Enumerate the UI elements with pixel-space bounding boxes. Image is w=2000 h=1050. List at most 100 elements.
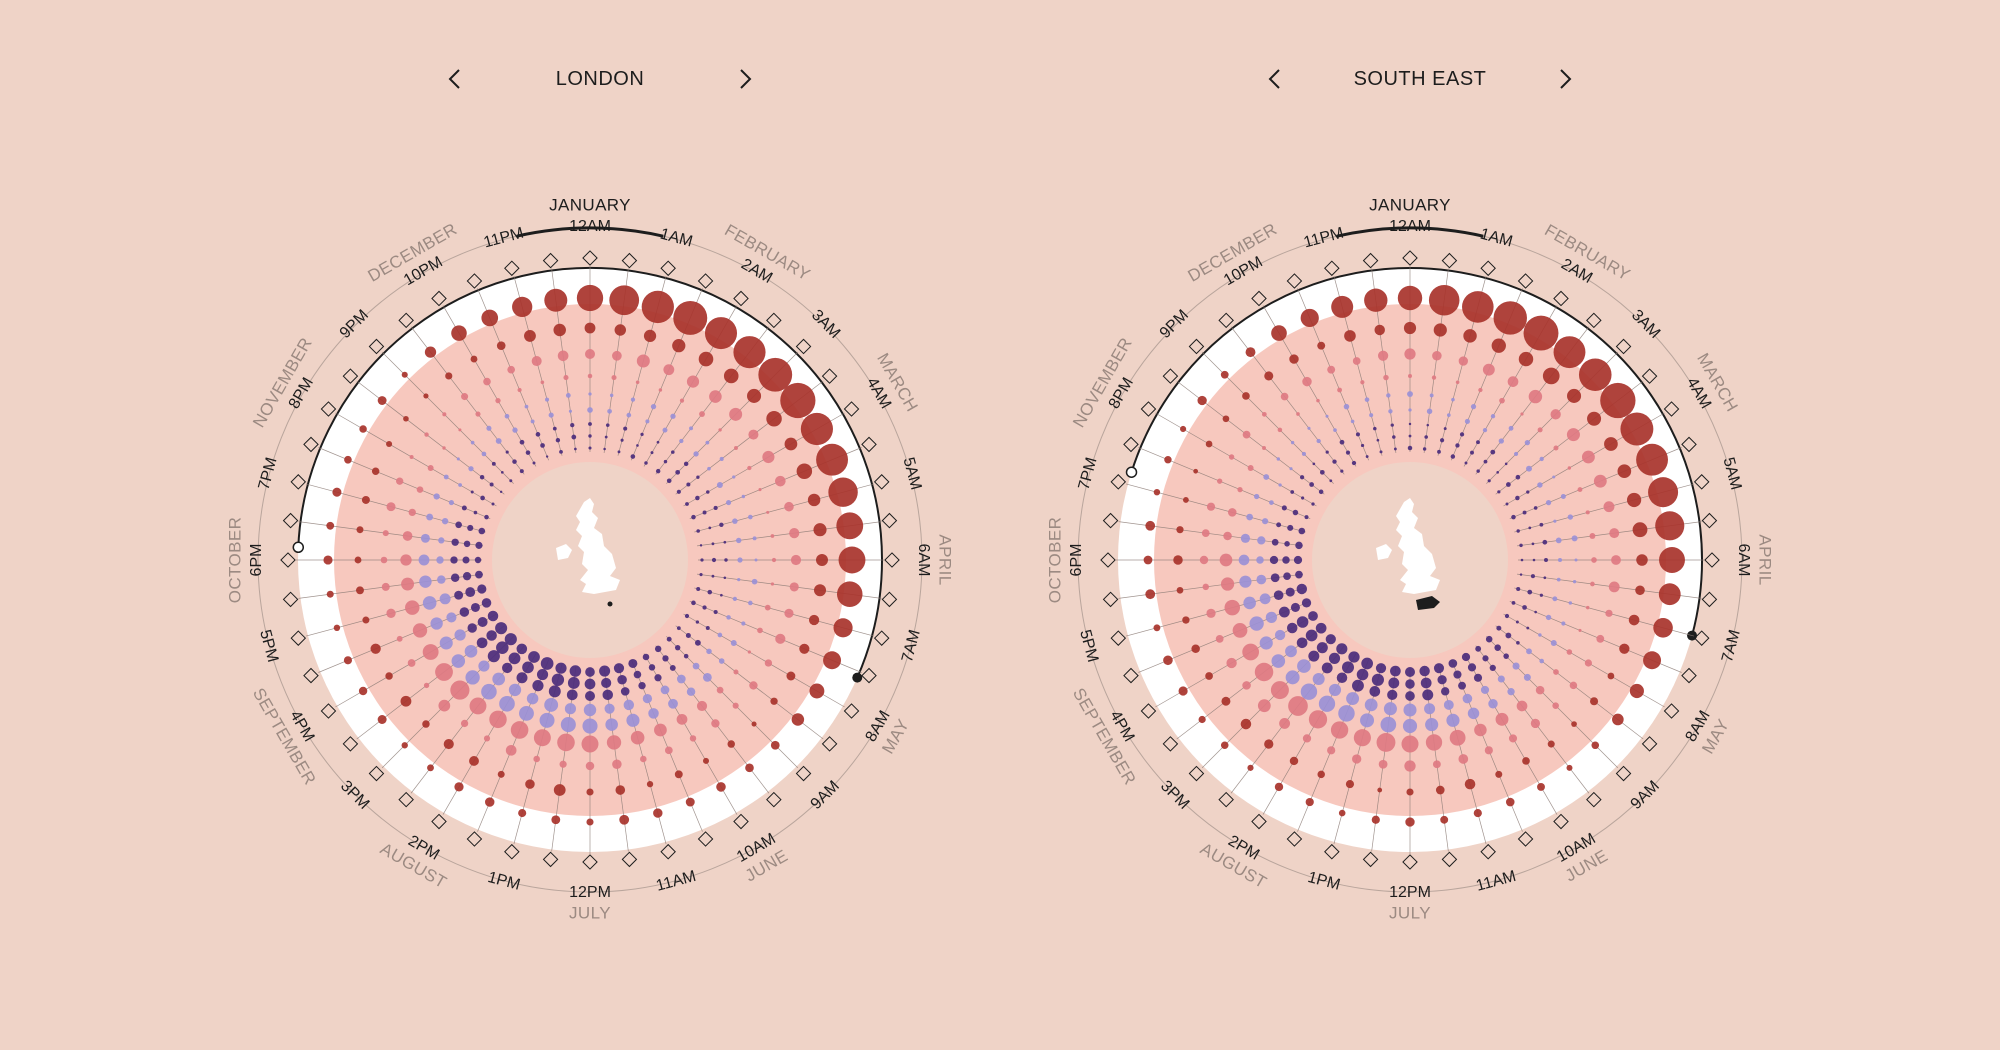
bubble xyxy=(1245,347,1256,358)
bubble xyxy=(630,454,636,459)
bubble xyxy=(1296,637,1308,649)
bubble xyxy=(1523,673,1531,681)
bubble xyxy=(1459,432,1465,437)
bubble xyxy=(504,413,510,419)
region-panel-london: LONDON 12AM 1AM 2AM 3AM 4AM 5AM 6AM 7AM 8AM 9AM 10… xyxy=(225,64,955,922)
bubble xyxy=(741,494,746,499)
bubble xyxy=(1312,462,1316,466)
bubble xyxy=(1516,700,1528,712)
diamond-marker-icon xyxy=(660,843,676,860)
bubble xyxy=(1237,486,1243,493)
bubble xyxy=(1215,634,1224,643)
bubble xyxy=(422,720,430,728)
bubble xyxy=(1182,616,1190,624)
bubble xyxy=(612,759,622,769)
month-label[interactable]: JULY xyxy=(569,903,611,922)
diamond-marker-icon xyxy=(621,851,638,868)
next-region-button[interactable] xyxy=(1550,64,1580,94)
bubble xyxy=(642,693,653,704)
bubble xyxy=(1153,488,1161,496)
month-label[interactable]: JANUARY xyxy=(1369,195,1451,214)
uk-map-icon xyxy=(1396,498,1440,594)
bubble xyxy=(516,643,528,655)
month-label[interactable]: JULY xyxy=(1389,903,1431,922)
next-region-button[interactable] xyxy=(730,64,760,94)
bubble xyxy=(533,729,551,747)
bubble xyxy=(458,428,462,432)
bubble xyxy=(766,510,770,514)
bubble xyxy=(1494,644,1501,651)
month-label[interactable]: OCTOBER xyxy=(1045,517,1064,604)
bubble xyxy=(1505,632,1512,639)
bubble xyxy=(645,419,650,424)
bubble xyxy=(1543,576,1547,580)
diamond-marker-icon xyxy=(1162,736,1179,752)
bubble xyxy=(1526,490,1530,494)
bubble xyxy=(359,425,367,433)
bubble xyxy=(1591,557,1597,563)
bubble xyxy=(711,557,717,563)
bubble xyxy=(1380,716,1397,733)
bubble xyxy=(643,329,657,343)
bubble xyxy=(1264,371,1274,381)
bubble xyxy=(422,596,437,610)
bubble xyxy=(1289,756,1299,766)
bubble xyxy=(711,574,715,578)
bubble xyxy=(377,396,387,405)
month-label[interactable]: APRIL xyxy=(936,534,955,585)
region-highlight xyxy=(1416,596,1440,610)
bubble xyxy=(496,641,509,654)
bubble xyxy=(1587,411,1602,426)
bubble xyxy=(1584,659,1593,667)
bubble xyxy=(400,554,412,566)
bubble xyxy=(1422,689,1434,701)
bubble xyxy=(386,608,396,618)
previous-region-button[interactable] xyxy=(440,64,470,94)
month-label[interactable]: OCTOBER xyxy=(225,517,244,604)
bubble xyxy=(1508,425,1514,431)
bubble xyxy=(1371,673,1384,686)
month-label[interactable]: APRIL xyxy=(1756,534,1775,585)
bubble xyxy=(758,357,793,392)
month-label[interactable]: JANUARY xyxy=(549,195,631,214)
bubble xyxy=(1403,321,1417,335)
bubble xyxy=(1302,734,1312,743)
bubble xyxy=(1458,681,1466,690)
diamond-marker-icon xyxy=(1480,843,1496,860)
bubble xyxy=(1287,524,1294,531)
bubble xyxy=(386,502,396,512)
bubble xyxy=(1561,621,1566,626)
bubble xyxy=(745,763,754,773)
bubble xyxy=(1280,392,1289,401)
bubble xyxy=(524,329,536,342)
bubble xyxy=(1350,419,1355,424)
bubble xyxy=(1197,395,1207,406)
bubble xyxy=(1539,456,1544,462)
bubble xyxy=(507,365,515,374)
sunset-marker xyxy=(1125,466,1138,478)
previous-region-button[interactable] xyxy=(1260,64,1290,94)
bubble xyxy=(1205,440,1213,448)
bubble xyxy=(670,413,676,419)
bubble xyxy=(1617,464,1632,479)
bubble xyxy=(419,575,432,588)
bubble xyxy=(480,495,485,501)
bubble xyxy=(617,450,621,454)
bubble xyxy=(468,466,474,472)
bubble xyxy=(385,672,393,680)
bubble xyxy=(344,455,352,464)
bubble xyxy=(1353,729,1371,747)
hour-label: 1PM xyxy=(486,869,522,894)
bubble xyxy=(1560,493,1566,499)
bubble xyxy=(502,662,513,674)
bubble xyxy=(1478,387,1483,393)
bubble xyxy=(1526,648,1532,655)
bubble xyxy=(619,814,630,825)
bubble xyxy=(1611,555,1621,565)
bubble xyxy=(505,744,517,756)
bubble xyxy=(679,398,685,403)
bubble xyxy=(1247,764,1254,771)
diamond-marker-icon xyxy=(582,250,598,266)
bubble xyxy=(424,346,437,358)
bubble xyxy=(483,735,491,742)
